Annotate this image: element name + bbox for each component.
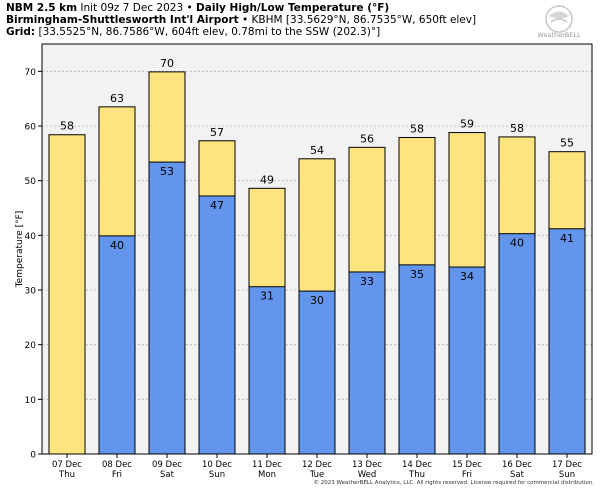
y-tick-label: 20 — [25, 341, 37, 351]
high-value-label: 58 — [60, 120, 74, 133]
model-name: NBM 2.5 km — [6, 2, 78, 14]
high-value-label: 54 — [310, 144, 324, 157]
low-bar — [548, 228, 586, 455]
station-line: Birmingham-Shuttlesworth Int'l Airport •… — [6, 14, 476, 26]
x-tick-day: Wed — [358, 470, 377, 480]
high-value-label: 57 — [210, 126, 224, 139]
chart-title: NBM 2.5 km Init 09z 7 Dec 2023 • Daily H… — [6, 2, 389, 14]
low-value-label: 30 — [310, 294, 324, 307]
high-value-label: 70 — [160, 57, 174, 70]
station-coords: KBHM [33.5629°N, 86.7535°W, 650ft elev] — [251, 14, 477, 26]
y-axis-label: Temperature [°F] — [15, 211, 25, 289]
high-value-label: 58 — [410, 122, 424, 135]
x-tick-day: Sat — [510, 470, 525, 480]
y-tick-label: 60 — [25, 123, 37, 133]
x-tick-date: 15 Dec — [452, 460, 482, 470]
product-title: Daily High/Low Temperature (°F) — [196, 2, 390, 14]
x-tick-date: 08 Dec — [102, 460, 132, 470]
low-value-label: 33 — [360, 275, 374, 288]
logo-text: WeatherBELL — [537, 31, 581, 39]
x-tick-date: 17 Dec — [552, 460, 582, 470]
high-value-label: 56 — [360, 132, 374, 145]
x-tick-date: 12 Dec — [302, 460, 332, 470]
x-tick-date: 10 Dec — [202, 460, 232, 470]
x-tick-date: 16 Dec — [502, 460, 532, 470]
low-bar — [448, 266, 486, 455]
x-tick-date: 07 Dec — [52, 460, 82, 470]
x-tick-date: 14 Dec — [402, 460, 432, 470]
low-value-label: 41 — [560, 232, 574, 245]
weatherbell-logo: WeatherBELL — [537, 5, 581, 39]
high-value-label: 59 — [460, 118, 474, 131]
x-tick-date: 11 Dec — [252, 460, 282, 470]
x-tick-day: Sun — [209, 470, 225, 480]
high-value-label: 49 — [260, 173, 274, 186]
low-value-label: 40 — [510, 237, 524, 250]
x-tick-day: Sat — [160, 470, 175, 480]
high-value-label: 58 — [510, 122, 524, 135]
y-tick-label: 50 — [25, 177, 37, 187]
init-time: Init 09z 7 Dec 2023 — [80, 2, 184, 14]
low-bar — [98, 235, 136, 455]
y-tick-label: 70 — [25, 68, 37, 78]
x-tick-day: Fri — [112, 470, 122, 480]
low-bar — [498, 233, 536, 455]
x-tick-day: Sun — [559, 470, 575, 480]
high-bar — [48, 134, 86, 455]
low-bar — [148, 161, 186, 455]
y-tick-label: 40 — [25, 232, 37, 242]
low-value-label: 35 — [410, 268, 424, 281]
high-value-label: 63 — [110, 92, 124, 105]
grid-coords: [33.5525°N, 86.7586°W, 604ft elev, 0.78m… — [38, 26, 381, 38]
y-tick-label: 0 — [30, 451, 36, 461]
x-tick-day: Thu — [408, 470, 425, 480]
x-tick-day: Thu — [58, 470, 75, 480]
low-bar — [298, 290, 336, 455]
high-value-label: 55 — [560, 137, 574, 150]
title-separator: • — [186, 2, 193, 14]
low-value-label: 31 — [260, 290, 274, 303]
y-tick-label: 10 — [25, 396, 37, 406]
x-tick-day: Mon — [258, 470, 276, 480]
low-value-label: 40 — [110, 239, 124, 252]
low-bar — [398, 264, 436, 455]
x-tick-date: 09 Dec — [152, 460, 182, 470]
low-bar — [348, 271, 386, 455]
grid-line: Grid: [33.5525°N, 86.7586°W, 604ft elev,… — [6, 26, 380, 38]
low-value-label: 53 — [160, 165, 174, 178]
station-separator: • — [241, 14, 249, 26]
low-bar — [248, 286, 286, 455]
y-tick-label: 30 — [25, 287, 37, 297]
low-bar — [198, 195, 236, 455]
plot-frame — [41, 43, 593, 455]
copyright-footer: © 2023 WeatherBELL Analytics, LLC. All r… — [313, 480, 594, 486]
low-value-label: 34 — [460, 270, 474, 283]
x-tick-day: Tue — [309, 470, 325, 480]
station-name: Birmingham-Shuttlesworth Int'l Airport — [6, 14, 239, 26]
grid-label: Grid: — [6, 26, 36, 38]
low-value-label: 47 — [210, 199, 224, 212]
x-tick-day: Fri — [462, 470, 472, 480]
x-tick-date: 13 Dec — [352, 460, 382, 470]
